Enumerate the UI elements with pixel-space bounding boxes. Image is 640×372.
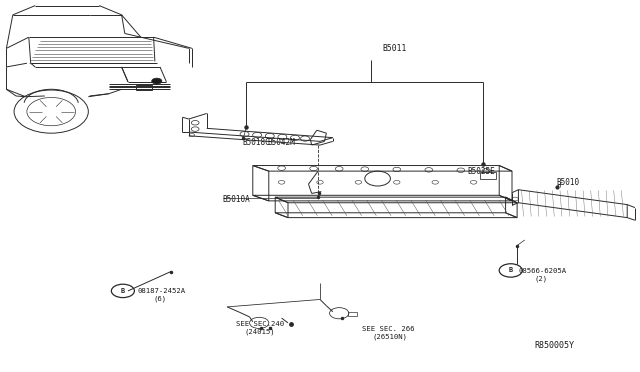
Text: R850005Y: R850005Y <box>534 341 575 350</box>
Text: B: B <box>121 288 125 294</box>
Text: (2): (2) <box>534 276 548 282</box>
Text: 08187-2452A: 08187-2452A <box>138 288 186 294</box>
Text: B5011: B5011 <box>383 44 407 53</box>
Text: (6): (6) <box>154 296 167 302</box>
Text: B5042M: B5042M <box>268 138 295 147</box>
Text: SEE SEC. 266: SEE SEC. 266 <box>362 326 414 332</box>
Text: B: B <box>509 267 513 273</box>
Text: B5010: B5010 <box>557 178 580 187</box>
Text: (26510N): (26510N) <box>372 333 408 340</box>
Text: 08566-6205A: 08566-6205A <box>518 268 566 274</box>
Text: SEE SEC.240: SEE SEC.240 <box>236 321 284 327</box>
Circle shape <box>152 78 162 84</box>
Text: B5010A: B5010A <box>223 195 250 203</box>
Text: B5025E: B5025E <box>467 167 495 176</box>
Text: B5018C: B5018C <box>242 138 269 147</box>
Text: (24015): (24015) <box>244 329 275 336</box>
